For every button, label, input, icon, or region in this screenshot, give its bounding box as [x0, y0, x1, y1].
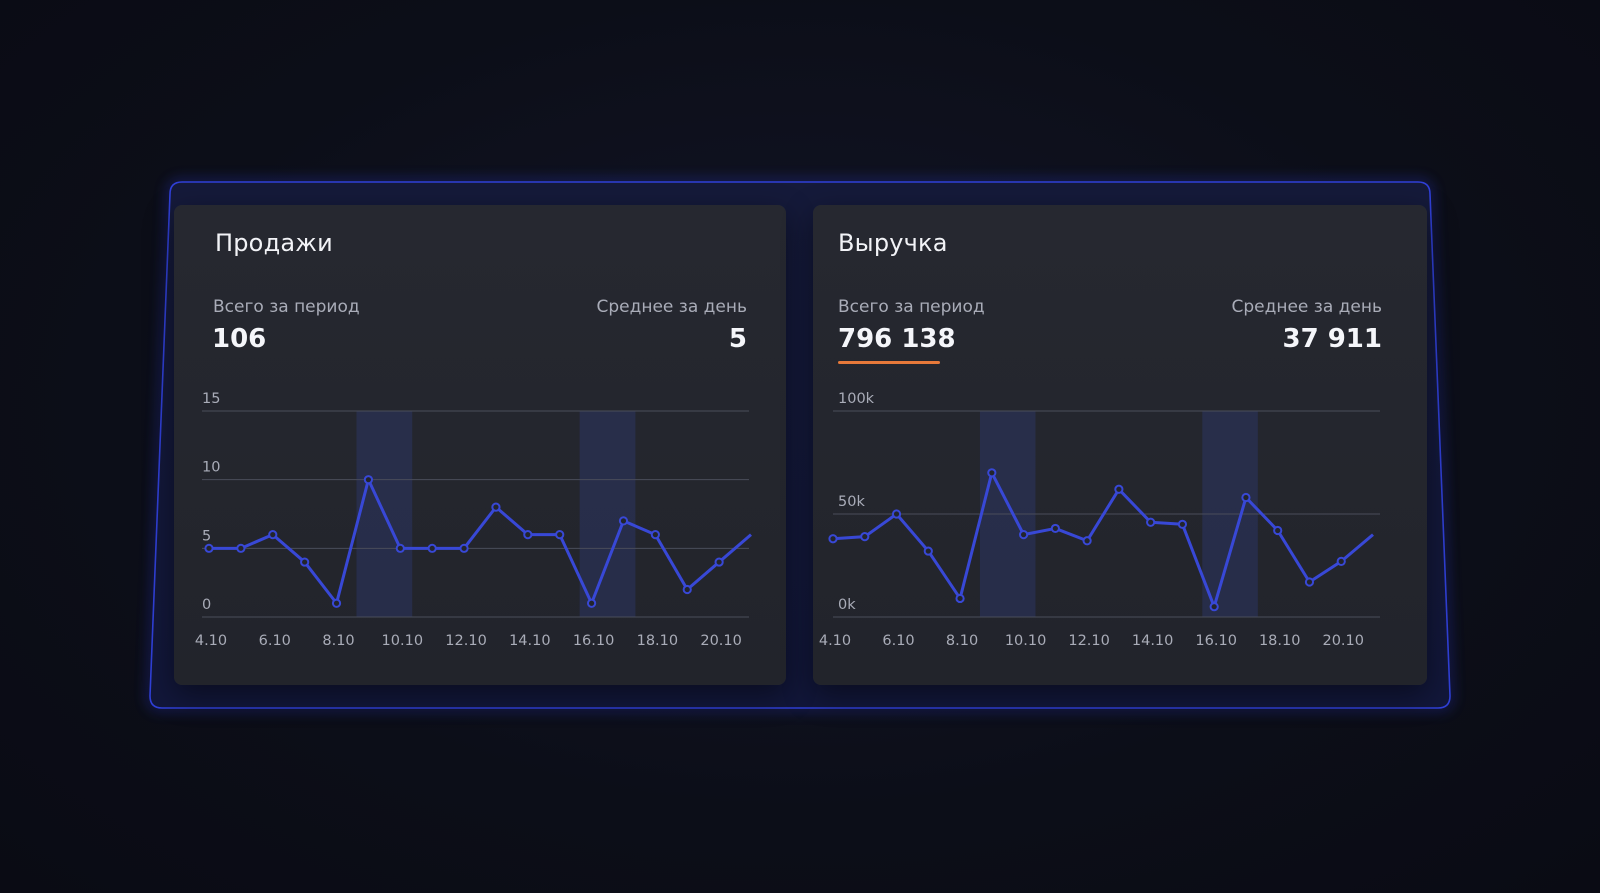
- data-point[interactable]: [236, 543, 246, 553]
- y-tick-label: 10: [202, 460, 220, 476]
- data-point[interactable]: [1082, 536, 1092, 546]
- data-point[interactable]: [491, 502, 501, 512]
- data-point[interactable]: [523, 530, 533, 540]
- data-point[interactable]: [860, 532, 870, 542]
- x-tick-label: 10.10: [382, 633, 424, 649]
- data-point[interactable]: [650, 530, 660, 540]
- data-point[interactable]: [1146, 517, 1156, 527]
- x-tick-label: 14.10: [509, 633, 551, 649]
- sales-chart: 0 5 10 15 4.10 6.10 8.10 10.10 12.10 14.10 16.10 18…: [195, 391, 752, 649]
- data-point[interactable]: [891, 509, 902, 519]
- revenue-card: Выручка Всего за период 796 138 Среднее …: [813, 205, 1427, 685]
- data-point[interactable]: [586, 598, 597, 608]
- x-tick-label: 6.10: [259, 633, 291, 649]
- data-point[interactable]: [363, 475, 374, 485]
- y-tick-label: 15: [202, 391, 220, 407]
- x-tick-label: 12.10: [445, 633, 487, 649]
- total-label: Всего за период: [838, 297, 985, 317]
- avg-label: Среднее за день: [1231, 297, 1382, 317]
- data-point[interactable]: [1177, 519, 1188, 529]
- y-tick-label: 100k: [838, 391, 875, 407]
- avg-value: 5: [728, 324, 747, 354]
- x-tick-label: 18.10: [637, 633, 679, 649]
- total-value: 796 138: [838, 324, 956, 354]
- data-point[interactable]: [987, 468, 997, 478]
- total-value: 106: [212, 324, 267, 354]
- x-tick-label: 10.10: [1005, 633, 1047, 649]
- data-point[interactable]: [268, 530, 278, 540]
- y-tick-label: 0k: [838, 597, 856, 613]
- x-tick-label: 8.10: [322, 633, 354, 649]
- data-point[interactable]: [1050, 523, 1060, 534]
- card-title: Выручка: [838, 229, 948, 257]
- y-tick-label: 5: [202, 528, 211, 544]
- x-tick-label: 8.10: [946, 633, 978, 649]
- data-point[interactable]: [1304, 577, 1315, 587]
- card-title: Продажи: [215, 229, 333, 257]
- total-underline: [838, 361, 940, 364]
- avg-value: 37 911: [1282, 324, 1382, 354]
- data-point[interactable]: [923, 546, 933, 556]
- data-point[interactable]: [1273, 525, 1283, 536]
- x-tick-label: 20.10: [1322, 633, 1364, 649]
- data-point[interactable]: [395, 543, 405, 553]
- data-point[interactable]: [618, 516, 629, 526]
- y-tick-label: 0: [202, 597, 211, 613]
- data-point[interactable]: [427, 543, 437, 553]
- data-point[interactable]: [682, 584, 692, 595]
- data-point[interactable]: [828, 534, 838, 544]
- x-tick-label: 16.10: [1195, 633, 1237, 649]
- data-point[interactable]: [1018, 530, 1029, 540]
- revenue-chart: 0k 50k 100k 4.10 6.10 8.10 10.10 12.10 14.10 16.1…: [819, 391, 1380, 649]
- data-point[interactable]: [714, 557, 724, 567]
- data-point[interactable]: [204, 543, 214, 553]
- data-point[interactable]: [300, 557, 310, 567]
- x-tick-label: 12.10: [1068, 633, 1110, 649]
- series-line: [209, 478, 752, 605]
- data-point[interactable]: [1336, 556, 1346, 566]
- x-tick-label: 6.10: [882, 633, 914, 649]
- sales-card: Продажи Всего за период 106 Среднее за д…: [174, 205, 786, 685]
- data-point[interactable]: [555, 530, 565, 540]
- x-tick-label: 16.10: [573, 633, 615, 649]
- x-tick-label: 14.10: [1132, 633, 1174, 649]
- data-point[interactable]: [1209, 602, 1219, 612]
- x-tick-label: 4.10: [819, 633, 851, 649]
- data-point[interactable]: [331, 598, 342, 608]
- y-tick-label: 50k: [838, 494, 865, 510]
- x-tick-label: 20.10: [700, 633, 742, 649]
- x-tick-label: 4.10: [195, 633, 227, 649]
- data-point[interactable]: [1241, 492, 1251, 503]
- data-point[interactable]: [459, 543, 469, 553]
- total-label: Всего за период: [213, 297, 360, 317]
- data-point[interactable]: [1114, 484, 1124, 494]
- highlight-band: [579, 411, 636, 617]
- data-point[interactable]: [955, 593, 965, 604]
- series-line: [832, 471, 1374, 609]
- x-tick-label: 18.10: [1259, 633, 1301, 649]
- avg-label: Среднее за день: [596, 297, 747, 317]
